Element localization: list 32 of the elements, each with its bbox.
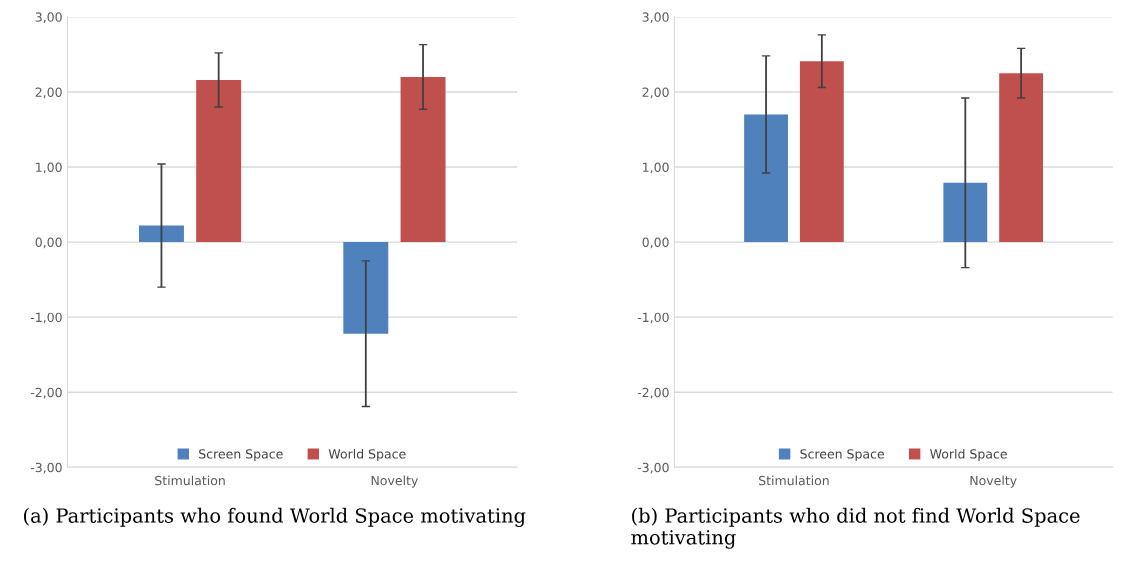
bar (138, 225, 184, 243)
x-tick-label: Stimulation (759, 475, 829, 486)
x-tick-label: Novelty (371, 475, 418, 488)
y-tick-label: 1,00 (36, 162, 62, 174)
bar (943, 182, 988, 243)
bar (343, 242, 389, 334)
x-tick-label: Stimulation (155, 475, 225, 486)
bar (196, 79, 242, 243)
y-tick-label: 0,00 (35, 237, 62, 249)
bar (799, 61, 844, 243)
bar (744, 114, 788, 243)
y-tick-label: 3,00 (35, 12, 62, 24)
x-tick-label: Novelty (970, 475, 1017, 488)
y-tick-label: -2,00 (30, 387, 62, 399)
y-tick-label: 2,00 (642, 87, 669, 99)
y-tick-label: -3,00 (30, 462, 62, 474)
y-tick-label: -1,00 (30, 312, 62, 324)
bar (400, 76, 446, 243)
y-tick-label: -1,00 (637, 312, 669, 324)
y-tick-label: 3,00 (642, 12, 669, 24)
y-tick-label: -2,00 (637, 387, 669, 399)
text: (b) Participants who did not find World Space motivating (631, 507, 1080, 549)
y-tick-label: 2,00 (35, 87, 62, 99)
y-tick-label: 0,00 (642, 237, 669, 249)
bar (999, 73, 1044, 243)
legend-label: Screen Space (199, 449, 283, 462)
y-tick-label: -3,00 (637, 462, 669, 474)
y-tick-label: 1,00 (643, 162, 669, 174)
text: (a) Participants who found World Space motivating (24, 507, 526, 527)
legend-label: World Space (930, 448, 1007, 462)
legend-label: Screen Space (800, 449, 884, 462)
legend-label: World Space (328, 448, 406, 462)
